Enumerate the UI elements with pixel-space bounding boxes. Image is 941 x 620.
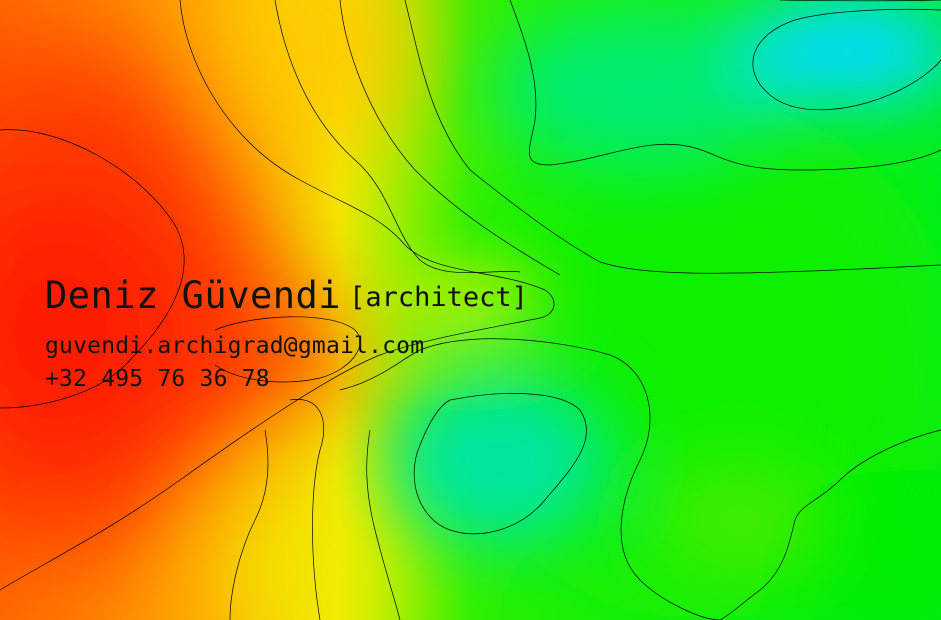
phone-number[interactable]: +32 495 76 36 78 [45, 366, 270, 392]
job-title: [architect] [349, 282, 528, 313]
person-name: Deniz Güvendi [45, 274, 342, 317]
email-address[interactable]: guvendi.archigrad@gmail.com [45, 333, 425, 359]
name-row: Deniz Güvendi [architect] [45, 274, 528, 317]
